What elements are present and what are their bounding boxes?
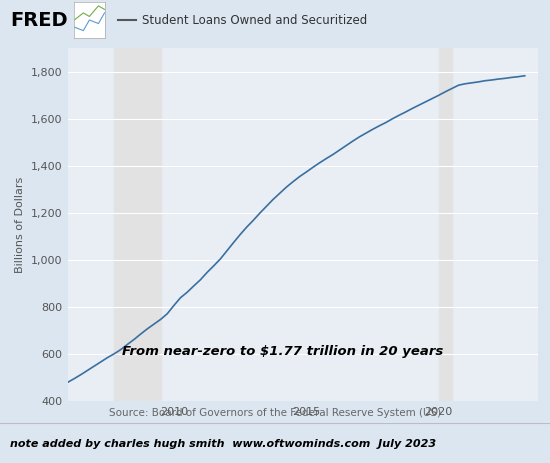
Text: FRED: FRED: [10, 11, 68, 30]
Bar: [439, 48, 452, 401]
Bar: [114, 48, 161, 401]
Text: Source: Board of Governors of the Federal Reserve System (US): Source: Board of Governors of the Federa…: [109, 408, 441, 418]
Text: Student Loans Owned and Securitized: Student Loans Owned and Securitized: [142, 13, 367, 26]
Text: From near-zero to $1.77 trillion in 20 years: From near-zero to $1.77 trillion in 20 y…: [122, 345, 443, 358]
Y-axis label: Billions of Dollars: Billions of Dollars: [15, 176, 25, 273]
Text: note added by charles hugh smith  www.oftwominds.com  July 2023: note added by charles hugh smith www.oft…: [10, 439, 436, 449]
